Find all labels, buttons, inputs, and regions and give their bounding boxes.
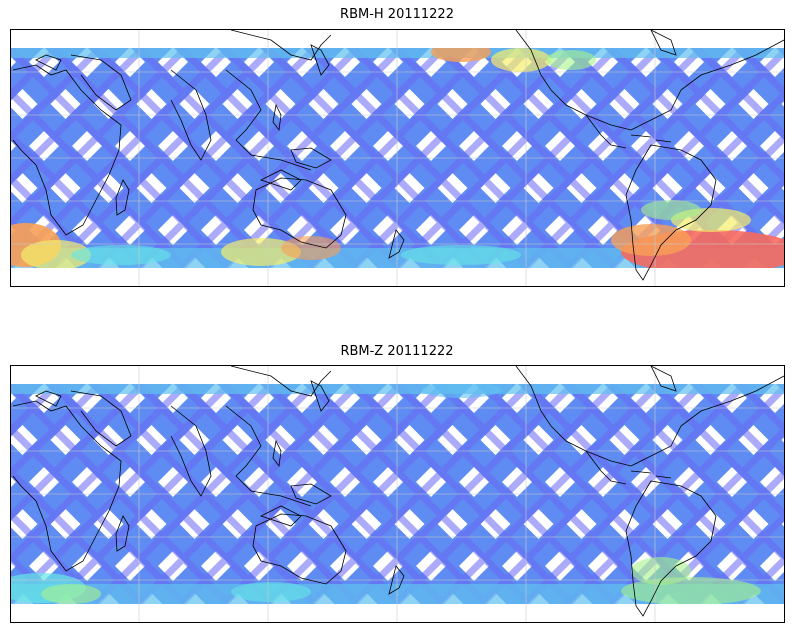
swath-track — [11, 553, 60, 604]
swath-track — [737, 219, 784, 268]
coastline-segment — [12, 64, 122, 236]
coastline-segment — [650, 366, 677, 392]
band-edges — [11, 384, 784, 604]
coastline-segment — [585, 114, 627, 149]
swath-gap — [781, 437, 784, 443]
swath-track — [737, 48, 784, 97]
swath-track — [11, 384, 60, 435]
anomaly-patches — [11, 384, 761, 604]
coastline-segment — [252, 177, 347, 249]
panel-bottom-title: RBM-Z 20111222 — [340, 344, 454, 359]
panel-top-title: RBM-H 20111222 — [340, 7, 454, 22]
swath-gap — [781, 101, 784, 107]
coastline-segment — [35, 54, 62, 71]
coastline-segment — [515, 30, 784, 131]
map-panel-rbm-z — [10, 365, 785, 623]
swath-gap — [11, 393, 16, 403]
coastline-segment — [225, 69, 312, 171]
coastline-segment — [225, 405, 312, 507]
swath-track — [737, 384, 784, 433]
coastline-segment — [170, 69, 212, 161]
coastline-segment — [630, 134, 652, 138]
anomaly-patch — [21, 240, 91, 268]
swath-gap — [760, 551, 784, 581]
coastline-segment — [70, 54, 132, 111]
coastline-segment — [272, 439, 282, 468]
swath-track — [11, 48, 60, 99]
anomaly-patches — [11, 48, 784, 268]
coastline-segment — [35, 390, 62, 407]
anomaly-patch — [71, 245, 171, 265]
swath-track — [737, 555, 784, 604]
anomaly-patch — [491, 48, 551, 72]
coastlines — [12, 30, 784, 281]
band-edges — [11, 48, 784, 268]
coastline-segment — [310, 44, 330, 76]
map-panel-rbm-h — [10, 29, 785, 287]
anomaly-patch — [401, 245, 521, 265]
swath-track — [694, 512, 784, 604]
coastline-segment — [12, 400, 122, 572]
coastline-segment — [630, 470, 652, 474]
coastline-segment — [655, 475, 672, 479]
coastline-segment — [310, 380, 330, 412]
coastline-segment — [290, 483, 332, 505]
coastline-segment — [230, 30, 332, 61]
swath-track — [11, 384, 103, 478]
anomaly-patch — [431, 48, 491, 62]
anomaly-patch — [421, 384, 501, 398]
coastline-segment — [252, 513, 347, 585]
swath-band — [11, 384, 784, 604]
graticule — [11, 30, 784, 286]
coastline-segment — [290, 147, 332, 169]
swath-track — [694, 384, 784, 476]
coastline-segment — [230, 366, 332, 397]
anomaly-patch — [546, 50, 596, 70]
anomaly-patch — [41, 584, 101, 604]
coastline-segment — [625, 144, 717, 281]
coastline-segment — [388, 565, 405, 595]
coastline-segment — [170, 405, 212, 497]
swath-band — [11, 48, 784, 268]
swath-gap — [781, 521, 784, 527]
anomaly-patch — [611, 224, 691, 256]
coastline-segment — [115, 179, 130, 216]
swath-gap — [781, 185, 784, 191]
anomaly-patch — [221, 238, 301, 266]
anomaly-patch — [231, 582, 311, 602]
anomaly-patch — [281, 236, 341, 260]
coastline-segment — [115, 515, 130, 552]
swath-gap — [11, 477, 16, 487]
coastline-segment — [272, 103, 282, 132]
swath-track — [11, 48, 103, 142]
map-canvas-rbm-z — [11, 366, 784, 622]
swath-track — [694, 48, 784, 140]
anomaly-patch — [641, 200, 701, 220]
coastline-segment — [585, 450, 627, 485]
coastline-segment — [515, 366, 784, 467]
anomaly-patch — [631, 557, 691, 585]
coastline-segment — [625, 480, 717, 617]
coastline-segment — [655, 139, 672, 143]
swath-gap — [11, 57, 16, 67]
swath-gap — [11, 141, 16, 151]
coastlines — [12, 366, 784, 617]
coastline-segment — [650, 30, 677, 56]
coastline-segment — [70, 390, 132, 447]
coastline-segment — [388, 229, 405, 259]
map-canvas-rbm-h — [11, 30, 784, 286]
